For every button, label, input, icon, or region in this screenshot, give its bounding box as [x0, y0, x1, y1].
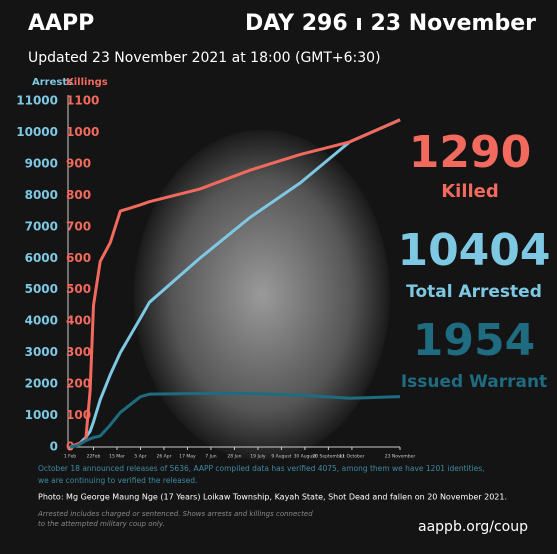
stat-label: Issued Warrant	[401, 372, 547, 392]
x-tick-label: 26 Apr	[156, 454, 171, 460]
series-line	[69, 118, 401, 449]
y2-tick-label: 600	[66, 251, 91, 265]
y2-tick-label: 400	[66, 314, 91, 328]
series-line	[69, 392, 401, 449]
x-tick-label: 9 August	[271, 454, 291, 460]
stat-label: Killed	[441, 181, 499, 202]
y-tick-label: 1000	[25, 408, 58, 422]
fine-print: to the attempted military coup only.	[38, 520, 165, 528]
stat-value: 10404	[397, 225, 550, 276]
y-tick-label: 2000	[25, 377, 58, 391]
y2-tick-label: 100	[66, 408, 91, 422]
x-tick-label: 5 Apr	[134, 454, 146, 460]
y-tick-label: 9000	[25, 156, 58, 170]
y-tick-label: 7000	[25, 219, 58, 233]
x-tick-label: 22Feb	[87, 454, 101, 460]
y2-tick-label: 300	[66, 345, 91, 359]
updated: Updated 23 November 2021 at 18:00 (GMT+6…	[28, 50, 381, 66]
stat-value: 1290	[409, 127, 531, 178]
y-tick-label: 10000	[16, 125, 58, 139]
stat-label: Total Arrested	[406, 282, 542, 302]
y2-tick-label: 200	[66, 377, 91, 391]
y-tick-label: 6000	[25, 251, 58, 265]
photo-credit: Photo: Mg George Maung Nge (17 Years) Lo…	[38, 493, 507, 502]
y-axis-label: Arrests	[32, 77, 73, 88]
y2-tick-label: 700	[66, 219, 91, 233]
x-tick-label: 23 November	[385, 454, 416, 460]
y-tick-label: 0	[50, 440, 58, 454]
brand: AAPP	[28, 11, 94, 36]
y2-tick-label: 1100	[66, 94, 99, 108]
x-tick-label: 28 Jun	[227, 454, 241, 460]
note: we are continuing to verified the releas…	[38, 476, 197, 485]
y2-tick-label: 500	[66, 282, 91, 296]
y-tick-label: 8000	[25, 188, 58, 202]
x-tick-label: 19 July	[250, 454, 266, 460]
y2-tick-label: 900	[66, 156, 91, 170]
y-tick-label: 3000	[25, 345, 58, 359]
y-tick-label: 4000	[25, 314, 58, 328]
note: October 18 announced releases of 5636, A…	[38, 464, 485, 473]
photo	[134, 130, 390, 460]
stat-value: 1954	[413, 315, 535, 366]
url: aappb.org/coup	[418, 519, 528, 535]
y2-axis-label: Killings	[66, 77, 108, 88]
y2-tick-label: 1000	[66, 125, 99, 139]
y2-tick-label: 800	[66, 188, 91, 202]
y-tick-label: 5000	[25, 282, 58, 296]
x-tick-label: 11 October	[339, 454, 364, 460]
x-tick-label: 15 Mar	[109, 454, 125, 460]
x-tick-label: 1 Feb	[64, 454, 76, 460]
day: DAY 296 ı 23 November	[245, 11, 536, 36]
fine-print: Arrested includes charged or sentenced. …	[37, 510, 313, 518]
y-tick-label: 11000	[16, 94, 58, 108]
x-tick-label: 7 Jun	[205, 454, 216, 460]
x-tick-label: 30 August	[293, 454, 316, 460]
x-tick-label: 17 May	[179, 454, 196, 460]
x-tick-label: 20 September	[312, 454, 344, 460]
